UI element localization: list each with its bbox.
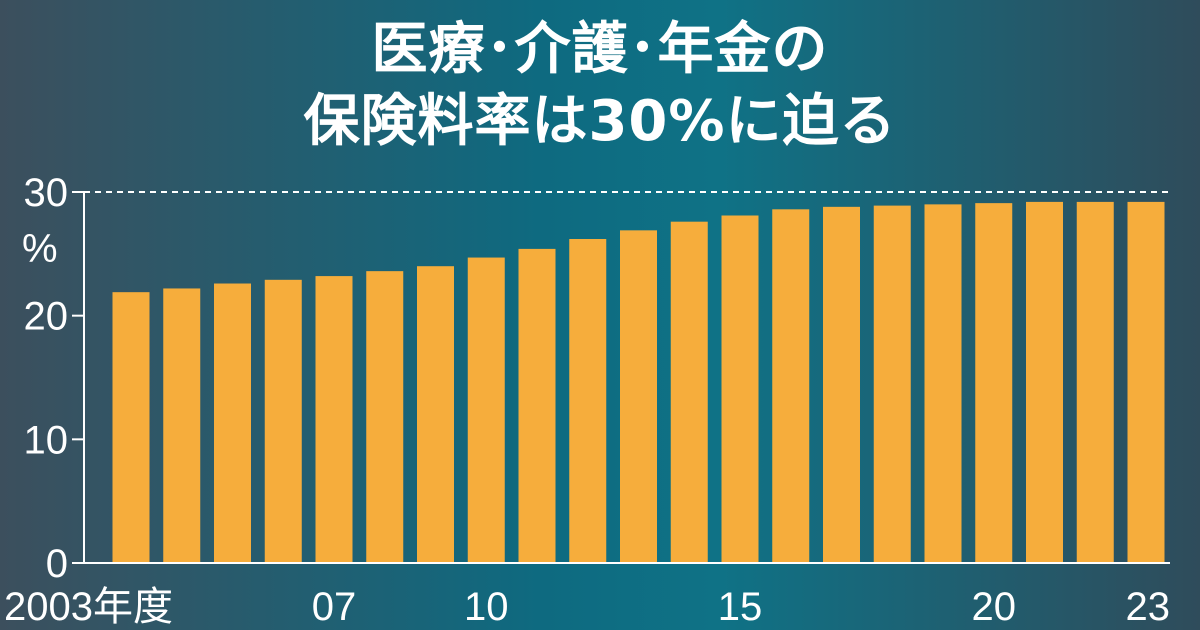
- x-tick-label-2007: 07: [312, 585, 357, 629]
- bar-2015: [721, 215, 759, 563]
- bar-2005: [214, 283, 251, 563]
- bar-2013: [620, 230, 657, 563]
- bar-2014: [670, 221, 708, 563]
- y-ticks: 0 10 20 30: [24, 171, 84, 586]
- x-tick-label-2020: 20: [972, 585, 1017, 629]
- title-line-1: 医療･介護･年金の: [371, 17, 829, 82]
- bar-2019: [924, 204, 962, 563]
- y-tick-label-20: 20: [24, 295, 69, 339]
- y-tick-label-0: 0: [46, 542, 68, 586]
- bar-2010: [467, 257, 505, 563]
- bar-2020: [975, 203, 1013, 563]
- bar-2021: [1026, 201, 1063, 564]
- y-tick-label-10: 10: [24, 418, 69, 462]
- title-line-2: 保険料率は30%に迫る: [303, 89, 897, 154]
- bar-2011: [518, 248, 556, 564]
- bar-2023: [1127, 201, 1165, 564]
- x-tick-labels: 2003年度 07 10 15 20 23: [4, 585, 1170, 629]
- bar-2022: [1076, 201, 1114, 564]
- x-tick-label-2010: 10: [464, 585, 509, 629]
- x-tick-label-2023: 23: [1126, 585, 1171, 629]
- bars-group: [112, 201, 1165, 564]
- bar-2018: [873, 205, 911, 563]
- chart-title: 医療･介護･年金の 保険料率は30%に迫る: [0, 14, 1200, 158]
- bar-2016: [772, 209, 810, 563]
- y-tick-label-30: 30: [24, 171, 69, 215]
- x-tick-label-2015: 15: [718, 585, 763, 629]
- x-tick-label-2003: 2003年度: [4, 585, 173, 629]
- bar-2009: [417, 266, 454, 563]
- bar-2017: [823, 206, 860, 563]
- bar-2008: [366, 271, 404, 563]
- bar-2004: [163, 288, 201, 563]
- bar-2007: [315, 276, 353, 563]
- bar-2003: [112, 292, 150, 563]
- bar-2006: [264, 279, 302, 563]
- y-unit-label: %: [22, 227, 58, 271]
- bar-2012: [569, 238, 607, 563]
